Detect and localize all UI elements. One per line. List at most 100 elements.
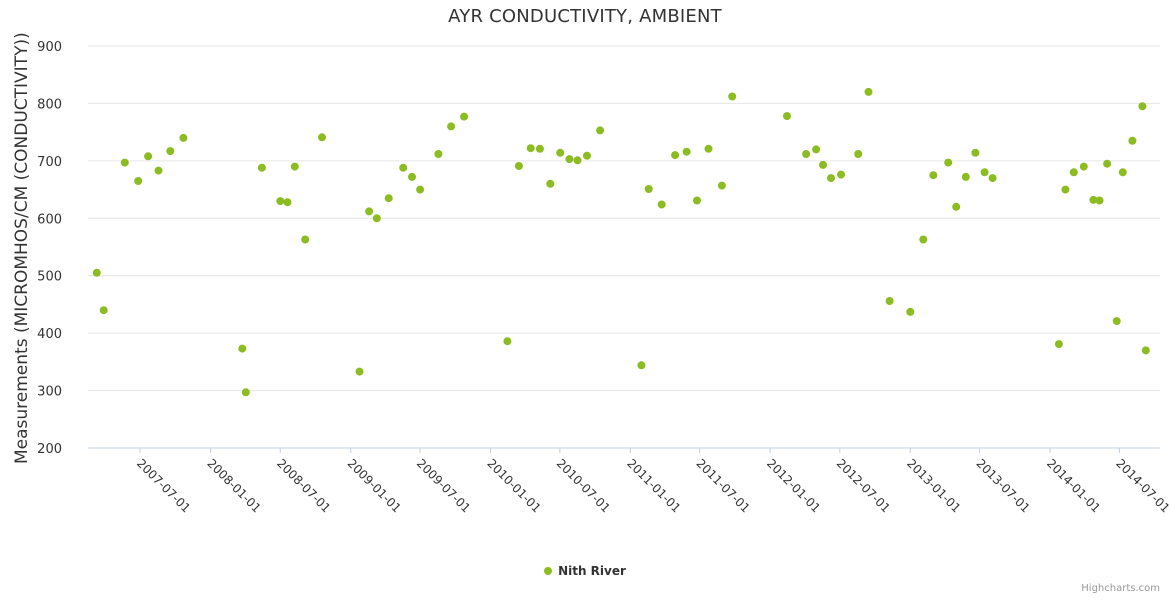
data-point[interactable] [728,92,737,101]
data-point[interactable] [372,214,381,223]
data-point[interactable] [693,196,701,205]
data-point[interactable] [318,133,326,142]
data-point[interactable] [399,163,408,172]
data-point[interactable] [1061,185,1070,194]
data-point[interactable] [906,307,915,316]
y-axis-tick-label: 900 [37,40,62,55]
data-point[interactable] [535,144,544,153]
data-point[interactable] [961,172,970,181]
data-point[interactable] [1118,168,1127,177]
data-point[interactable] [447,122,456,131]
x-axis-tick-label: 2007-07-01 [134,456,193,515]
data-point[interactable] [241,388,250,397]
data-point[interactable] [290,162,299,171]
data-point[interactable] [1069,168,1078,177]
data-point[interactable] [565,155,574,164]
highcharts-credits-link[interactable]: Highcharts.com [1081,583,1160,594]
data-point[interactable] [99,306,108,315]
data-point[interactable] [980,168,989,177]
chart-title: AYR CONDUCTIVITY, AMBIENT [448,6,722,27]
data-point[interactable] [657,200,666,209]
data-point[interactable] [355,367,364,376]
data-point[interactable] [514,162,523,170]
data-point[interactable] [179,133,188,142]
data-point[interactable] [819,160,827,169]
x-axis-tick-label: 2009-01-01 [345,456,404,515]
data-point[interactable] [1054,340,1063,349]
data-point[interactable] [971,148,980,157]
data-point[interactable] [546,179,555,188]
data-point[interactable] [837,170,845,179]
data-point[interactable] [596,126,605,135]
data-point[interactable] [1138,102,1147,111]
data-point[interactable] [257,163,266,172]
data-point[interactable] [384,194,393,203]
y-axis-tick-label: 800 [37,97,62,112]
x-axis-tick-label: 2010-01-01 [484,456,543,515]
x-axis-tick-label: 2013-01-01 [904,456,963,515]
legend-series-label: Nith River [558,564,626,578]
legend-item-nith-river[interactable]: Nith River [0,564,1170,578]
data-point[interactable] [827,174,835,183]
data-point[interactable] [812,145,821,154]
data-point[interactable] [1103,159,1112,168]
data-point[interactable] [276,197,285,206]
data-point[interactable] [637,361,646,370]
data-point[interactable] [556,148,565,157]
x-axis-tick-label: 2012-01-01 [764,456,823,515]
data-point[interactable] [408,172,416,181]
data-point[interactable] [526,144,535,153]
data-point[interactable] [671,151,680,160]
data-point[interactable] [1128,136,1137,145]
data-point[interactable] [1112,317,1121,326]
legend-marker-icon [544,567,553,575]
data-point[interactable] [885,297,894,305]
data-point[interactable] [682,147,691,156]
data-point[interactable] [854,150,863,158]
data-point[interactable] [864,87,873,96]
data-point[interactable] [644,185,653,193]
data-point[interactable] [783,112,791,121]
data-point[interactable] [434,150,443,158]
data-point[interactable] [583,151,591,160]
data-point[interactable] [573,156,582,165]
data-point[interactable] [1141,346,1150,355]
data-point[interactable] [283,198,292,207]
data-point[interactable] [952,202,961,211]
data-point[interactable] [802,150,811,158]
data-point[interactable] [301,235,310,244]
data-point[interactable] [92,268,101,277]
data-point[interactable] [717,181,726,190]
x-axis-tick-label: 2012-07-01 [834,456,893,515]
data-point[interactable] [460,112,469,121]
y-axis-tick-label: 300 [37,385,62,400]
data-point[interactable] [238,344,247,353]
data-point[interactable] [154,166,163,175]
data-point[interactable] [1089,195,1098,204]
x-axis-tick-label: 2011-07-01 [694,456,753,515]
data-point[interactable] [365,207,374,216]
y-axis-tick-label: 400 [37,327,62,342]
data-point[interactable] [944,158,953,167]
data-point[interactable] [704,144,713,153]
data-point[interactable] [134,177,143,185]
data-point[interactable] [1095,196,1104,205]
y-axis-tick-label: 500 [37,270,62,285]
x-axis-tick-label: 2008-07-01 [274,456,333,515]
x-axis-tick-label: 2010-07-01 [554,456,613,515]
data-point[interactable] [120,158,129,167]
data-point[interactable] [503,337,512,346]
x-axis-tick-label: 2013-07-01 [973,456,1032,515]
data-point[interactable] [416,185,425,194]
y-axis-tick-label: 600 [37,212,62,227]
x-axis-tick-label: 2011-01-01 [624,456,683,515]
data-point[interactable] [929,171,938,180]
data-point[interactable] [166,147,175,156]
data-point[interactable] [144,152,153,161]
y-axis-title: Measurements (MICROMHOS/CM (CONDUCTIVITY… [12,32,32,464]
data-point[interactable] [1079,162,1088,171]
data-point[interactable] [919,235,928,244]
data-point[interactable] [988,174,997,183]
